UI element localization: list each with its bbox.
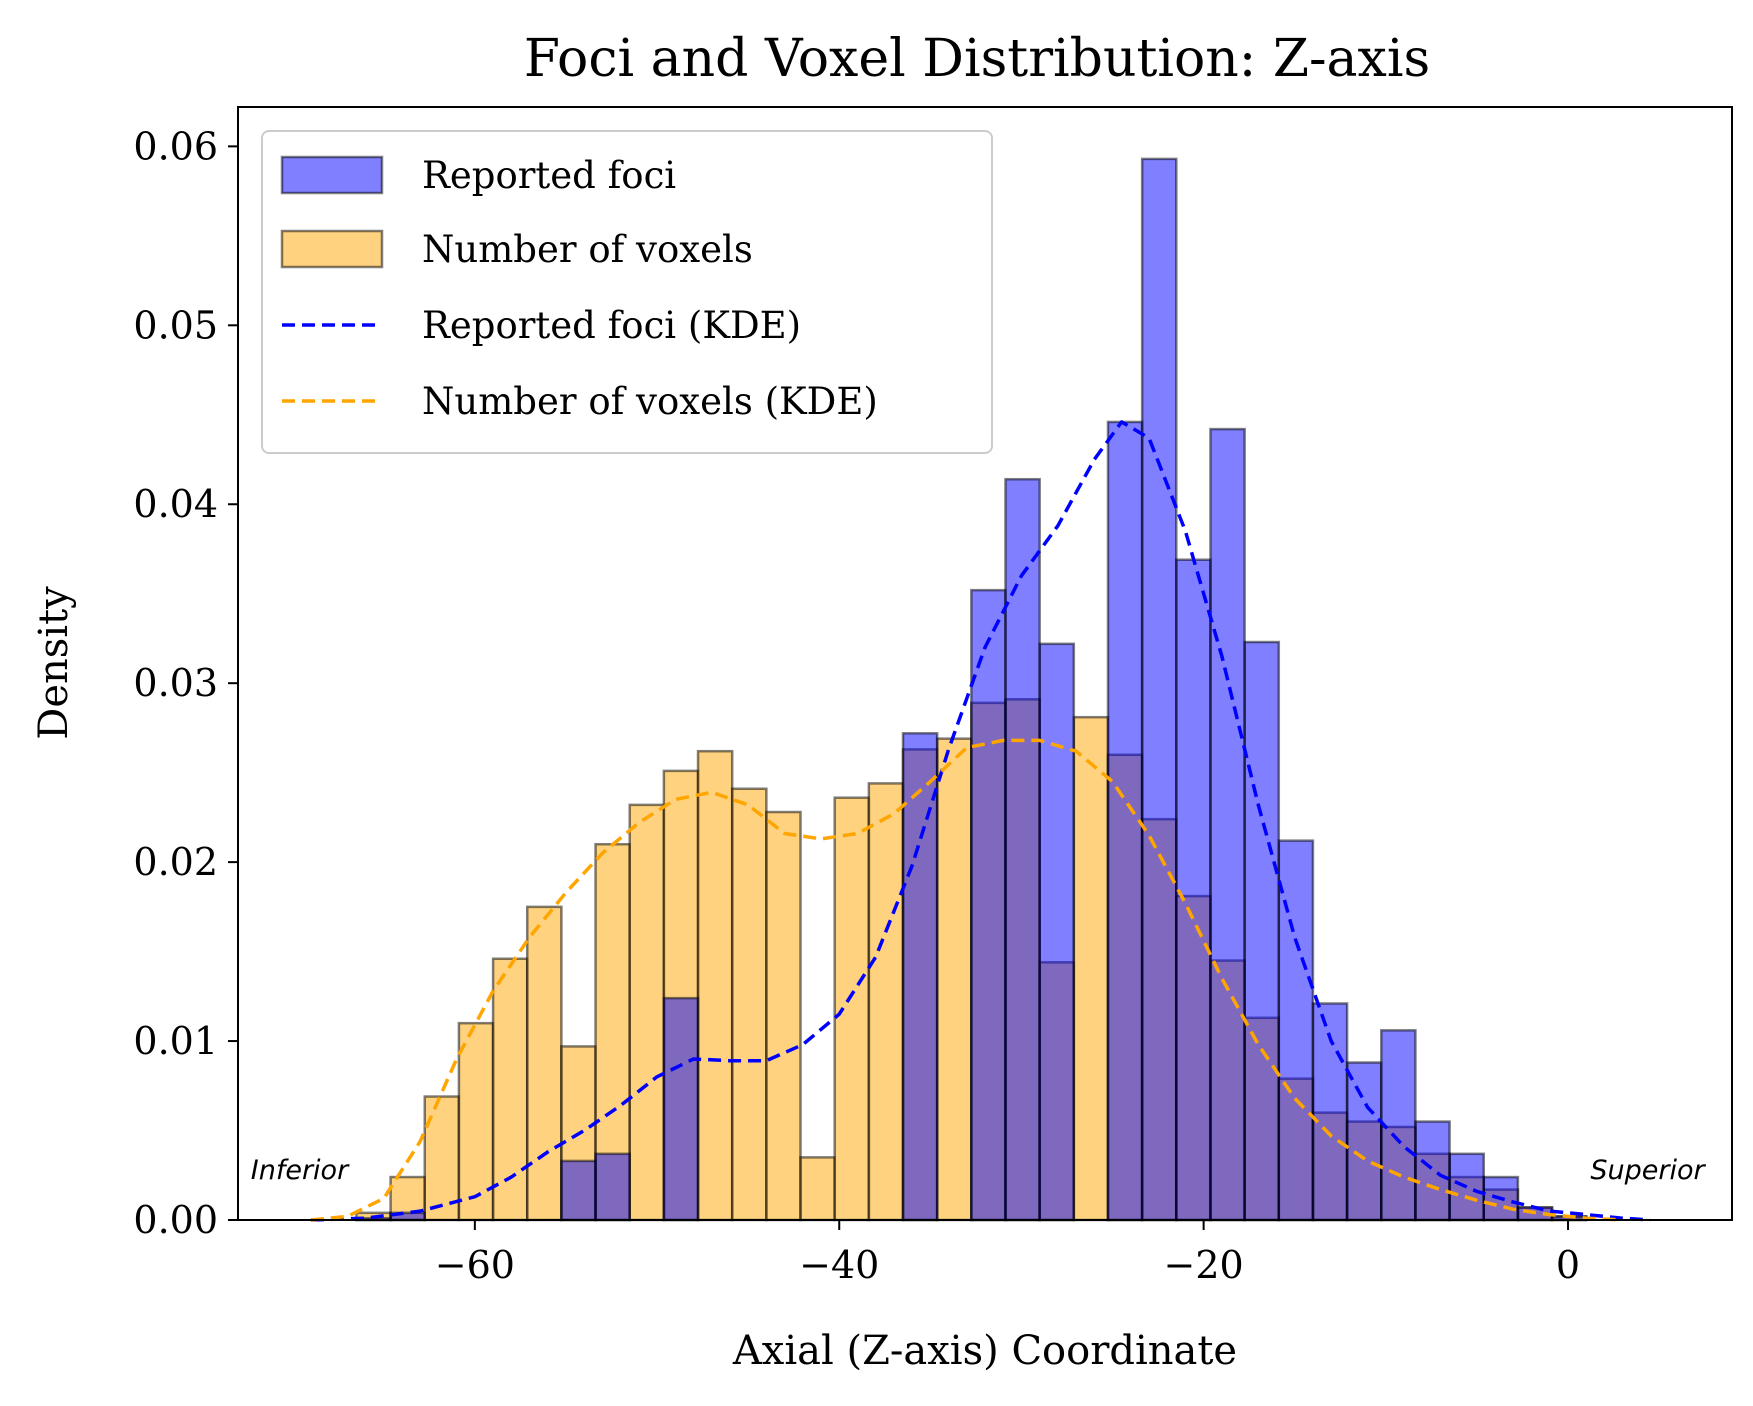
reported-foci-bar xyxy=(1038,642,1076,1222)
reported-foci-bar xyxy=(1175,558,1212,1222)
y-tick-label: 0.03 xyxy=(133,661,218,705)
y-tick-label: 0.02 xyxy=(133,840,218,884)
x-tick-label: −20 xyxy=(1164,1243,1244,1287)
number-of-voxels-bar xyxy=(525,905,563,1222)
x-tick-label: −40 xyxy=(799,1243,879,1287)
number-of-voxels-bar xyxy=(935,737,973,1222)
reported-foci-bar xyxy=(1004,477,1041,1222)
legend-swatch xyxy=(280,229,384,269)
axes-frame xyxy=(237,106,1733,1221)
reported-foci-bar xyxy=(560,1159,597,1222)
y-axis-label: Density xyxy=(31,586,77,740)
legend-label: Number of voxels (KDE) xyxy=(422,380,878,423)
number-of-voxels-bar xyxy=(799,1156,836,1222)
y-tick-label: 0.04 xyxy=(133,482,218,526)
reported-foci-bar xyxy=(1414,1120,1451,1222)
reported-foci-bar xyxy=(1380,1029,1417,1222)
foci-histogram xyxy=(355,157,1588,1222)
legend: Reported foci Number of voxels Reported fo… xyxy=(261,130,993,454)
kde-lines xyxy=(310,420,1651,1222)
reported-foci-bar xyxy=(1106,420,1144,1222)
number-of-voxels-bar xyxy=(491,957,529,1222)
number-of-voxels-bar xyxy=(1072,715,1110,1222)
annotation-inferior: Inferior xyxy=(251,1155,350,1186)
legend-frame xyxy=(261,130,993,454)
x-axis-ticks: −60 −40 −20 0 xyxy=(435,1220,1580,1287)
reported-foci-bar xyxy=(901,732,939,1222)
x-tick-label: −60 xyxy=(435,1243,515,1287)
number-of-voxels-bar xyxy=(765,810,802,1222)
y-tick-label: 0.01 xyxy=(133,1019,218,1063)
number-of-voxels-bar xyxy=(833,796,871,1222)
reported-foci-bar xyxy=(594,1152,631,1222)
x-axis-label: Axial (Z-axis) Coordinate xyxy=(732,1328,1237,1374)
y-tick-label: 0.00 xyxy=(133,1198,218,1242)
reported-foci-bar xyxy=(1345,1061,1383,1222)
reported-foci-bar xyxy=(970,588,1007,1222)
reported-foci-kde-line xyxy=(310,420,1651,1222)
reported-foci-bar xyxy=(1140,157,1178,1222)
y-axis-ticks: 0.00 0.01 0.02 0.03 0.04 0.05 0.06 xyxy=(133,124,238,1242)
legend-label: Reported foci xyxy=(422,154,676,197)
annotations: Inferior Superior xyxy=(251,1155,1707,1186)
reported-foci-bar xyxy=(1277,839,1315,1222)
legend-label: Number of voxels xyxy=(422,228,753,271)
reported-foci-bar xyxy=(662,996,700,1222)
reported-foci-bar xyxy=(1243,640,1281,1222)
number-of-voxels-bar xyxy=(696,749,734,1222)
number-of-voxels-bar xyxy=(628,803,666,1222)
chart-title: Foci and Voxel Distribution: Z-axis xyxy=(524,29,1430,89)
y-tick-label: 0.06 xyxy=(133,124,218,168)
y-tick-label: 0.05 xyxy=(133,303,218,347)
legend-label: Reported foci (KDE) xyxy=(422,304,801,347)
x-tick-label: 0 xyxy=(1556,1243,1580,1287)
legend-swatch xyxy=(280,155,384,195)
number-of-voxels-bar xyxy=(730,787,768,1222)
number-of-voxels-bar xyxy=(867,782,905,1222)
annotation-superior: Superior xyxy=(1590,1155,1706,1186)
plot-area xyxy=(310,157,1651,1222)
reported-foci-bar xyxy=(1209,427,1246,1222)
